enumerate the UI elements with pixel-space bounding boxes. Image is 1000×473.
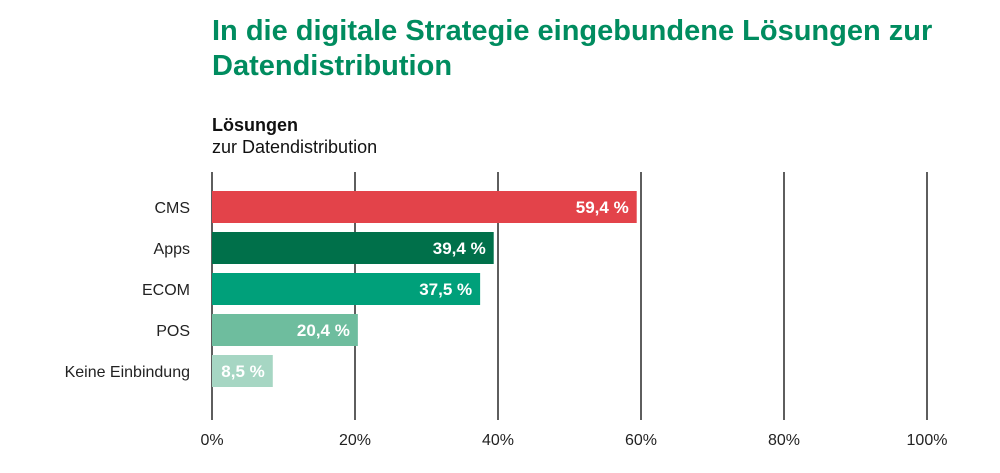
value-label-0: 59,4 % <box>576 198 629 217</box>
tick-label-100: 100% <box>907 432 948 449</box>
chart-title: In die digitale Strategie eingebundene L… <box>212 15 933 82</box>
category-label-3: POS <box>156 323 190 340</box>
tick-label-80: 80% <box>768 432 800 449</box>
category-label-0: CMS <box>154 200 190 217</box>
category-label-4: Keine Einbindung <box>65 364 190 381</box>
value-label-1: 39,4 % <box>433 239 486 258</box>
tick-label-60: 60% <box>625 432 657 449</box>
category-label-1: Apps <box>154 241 190 258</box>
legend-title: Lösungen <box>212 115 298 135</box>
bar-0 <box>212 191 637 223</box>
bar-3 <box>212 314 358 346</box>
value-label-3: 20,4 % <box>297 321 350 340</box>
tick-label-20: 20% <box>339 432 371 449</box>
tick-label-0: 0% <box>200 432 223 449</box>
category-label-2: ECOM <box>142 282 190 299</box>
value-label-4: 8,5 % <box>221 362 264 381</box>
value-label-2: 37,5 % <box>419 280 472 299</box>
bar-4 <box>212 355 273 387</box>
bar-2 <box>212 273 481 305</box>
bar-1 <box>212 232 494 264</box>
tick-label-40: 40% <box>482 432 514 449</box>
legend-subtitle: zur Datendistribution <box>212 137 378 157</box>
